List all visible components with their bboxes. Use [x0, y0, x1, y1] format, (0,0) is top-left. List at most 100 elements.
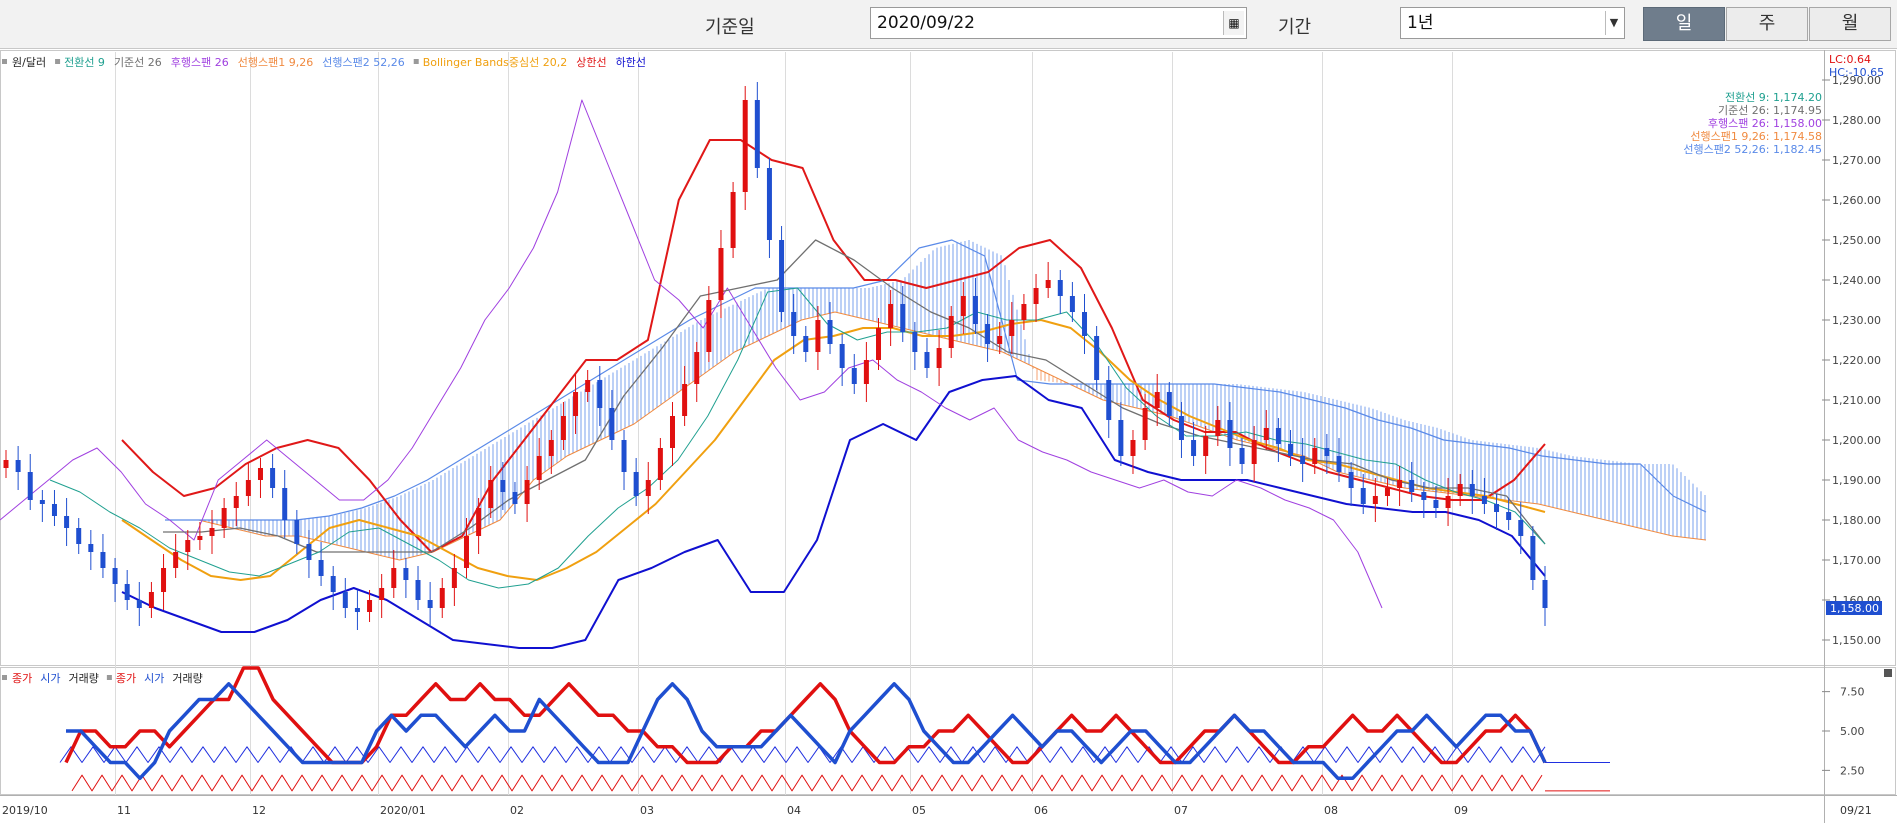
candle-body — [888, 304, 894, 328]
conversion-line — [49, 287, 1546, 589]
sub-y-tick-label: 2.50 — [1840, 764, 1865, 777]
candle-body — [306, 544, 312, 560]
main-panel-frame — [0, 50, 1896, 666]
candle-body — [863, 360, 869, 384]
calendar-icon[interactable]: ▦ — [1223, 11, 1244, 35]
hc-label: HC:-10.65 — [1829, 66, 1884, 79]
candle-body — [1457, 484, 1463, 496]
candle-body — [779, 240, 785, 312]
candle-body — [15, 460, 21, 472]
candle-body — [621, 440, 627, 472]
series-value-label: 선행스팬2 52,26: 1,182.45 — [1683, 143, 1822, 156]
series-value-label: 후행스팬 26: 1,158.00 — [1708, 117, 1822, 130]
series-value-label: 기준선 26: 1,174.95 — [1718, 104, 1822, 117]
candle-body — [512, 492, 518, 504]
candle-body — [403, 568, 409, 580]
candle-body — [1118, 420, 1124, 456]
base-date-label: 기준일 — [705, 17, 755, 38]
candle-body — [1082, 312, 1088, 336]
candle-body — [609, 408, 615, 440]
bollinger-mid-line — [121, 319, 1546, 581]
candle-body — [585, 380, 591, 392]
candle-body — [318, 560, 324, 576]
candle-body — [124, 584, 130, 600]
period-select[interactable]: 1년 ▼ — [1400, 7, 1625, 39]
period-weekly-button[interactable]: 주 — [1726, 7, 1808, 41]
candle-body — [1494, 504, 1500, 512]
candle-body — [233, 496, 239, 508]
candle-body — [900, 304, 906, 332]
candle-body — [645, 480, 651, 496]
candle-body — [1348, 472, 1354, 488]
candle-body — [270, 468, 276, 488]
bollinger-upper-line — [121, 139, 1546, 553]
y-tick-label: 1,180.00 — [1832, 514, 1881, 527]
series-value-label: 전환선 9: 1,174.20 — [1725, 91, 1822, 104]
y-tick-label: 1,260.00 — [1832, 194, 1881, 207]
main-legend-item: 기준선 26 — [114, 56, 162, 69]
sub-y-tick-label: 7.50 — [1840, 686, 1865, 699]
chevron-down-icon[interactable]: ▼ — [1605, 11, 1622, 35]
candle-body — [1469, 484, 1475, 496]
y-tick-label: 1,290.00 — [1832, 74, 1881, 87]
candle-body — [76, 528, 82, 544]
candle-body — [718, 248, 724, 300]
y-tick-label: 1,230.00 — [1832, 314, 1881, 327]
period-monthly-button[interactable]: 월 — [1809, 7, 1891, 41]
series-value-label: 선행스팬1 9,26: 1,174.58 — [1690, 130, 1822, 143]
candle-body — [427, 600, 433, 608]
candle-body — [197, 536, 203, 540]
candle-body — [1227, 420, 1233, 448]
candle-body — [415, 580, 421, 600]
candle-body — [560, 416, 566, 440]
y-tick-label: 1,250.00 — [1832, 234, 1881, 247]
candle-body — [500, 480, 506, 492]
candle-body — [1021, 304, 1027, 320]
main-legend-item: 원/달러 — [12, 56, 46, 69]
candle-body — [1178, 416, 1184, 440]
period-daily-button[interactable]: 일 — [1643, 7, 1725, 41]
period-value: 1년 — [1407, 13, 1434, 33]
candle-body — [173, 552, 179, 568]
candle-body — [136, 600, 142, 608]
base-date-field[interactable]: 2020/09/22 ▦ — [870, 7, 1247, 39]
y-tick-label: 1,280.00 — [1832, 114, 1881, 127]
candle-body — [960, 296, 966, 316]
candle-body — [633, 472, 639, 496]
candle-body — [754, 100, 760, 168]
candle-body — [948, 316, 954, 348]
x-tick-label: 05 — [912, 804, 926, 817]
y-tick-label: 1,270.00 — [1832, 154, 1881, 167]
candle-body — [245, 480, 251, 496]
y-tick-label: 1,190.00 — [1832, 474, 1881, 487]
x-tick-label: 09/21 — [1840, 804, 1872, 817]
leading-span-2-line — [165, 239, 1707, 521]
candle-body — [1009, 320, 1015, 336]
candle-body — [766, 168, 772, 240]
sub-legend-item: 시가 — [144, 672, 164, 685]
candle-body — [148, 592, 154, 608]
bollinger-lower-line — [121, 375, 1546, 649]
candle-body — [161, 568, 167, 592]
chart-area: 2019/10 11 12 2020/01 02 03 04 05 06 07 08 09 09/21 1… — [0, 50, 1897, 823]
candle-body — [1372, 496, 1378, 504]
sub-panel-frame — [0, 667, 1896, 795]
leading-span-1-line — [165, 311, 1707, 561]
candle-body — [839, 344, 845, 368]
candle-body — [209, 528, 215, 536]
main-legend-item: 후행스팬 26 — [171, 56, 229, 69]
main-legend-item: 선행스팬1 9,26 — [238, 56, 313, 69]
candlesticks — [3, 82, 1548, 630]
candle-body — [1300, 456, 1306, 464]
y-tick-label: 1,240.00 — [1832, 274, 1881, 287]
y-tick-label: 1,220.00 — [1832, 354, 1881, 367]
candle-body — [1239, 448, 1245, 464]
candle-body — [51, 504, 57, 516]
candle-body — [851, 368, 857, 384]
candle-body — [1384, 488, 1390, 496]
sub-legend-item: 종가 — [12, 672, 32, 685]
volume-close-zigzag — [71, 774, 1543, 792]
candle-body — [64, 516, 70, 528]
candle-body — [451, 568, 457, 588]
candle-body — [1409, 480, 1415, 492]
